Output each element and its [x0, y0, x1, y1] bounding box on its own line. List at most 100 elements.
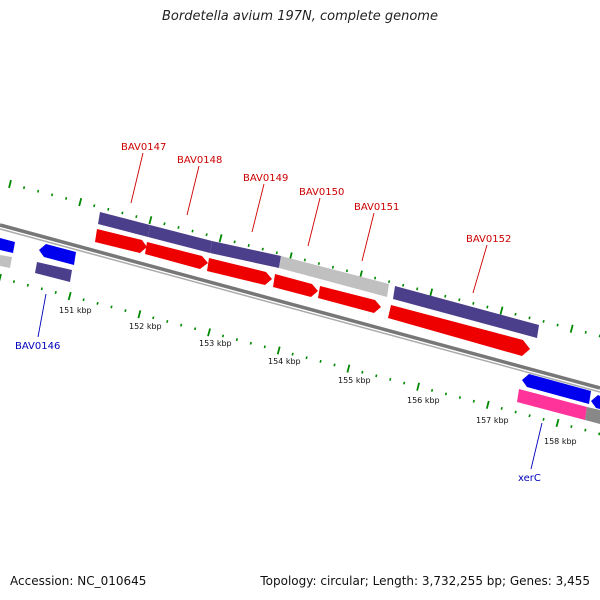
gene-bar-right-edge[interactable]: [585, 407, 600, 424]
cds-arrow-bav0151[interactable]: [318, 286, 381, 313]
gene-bar-xerc[interactable]: [517, 389, 587, 420]
leader-line-xerc: [530, 422, 543, 470]
cds-arrow-bav0149[interactable]: [207, 258, 272, 285]
minor-tick: [403, 381, 406, 385]
genome-summary-text: Topology: circular; Length: 3,732,255 bp…: [260, 574, 590, 588]
reverse-arrow-right[interactable]: [591, 395, 600, 409]
minor-tick: [305, 356, 308, 360]
minor-tick: [472, 399, 475, 403]
gene-label-bav0148[interactable]: BAV0148: [177, 155, 222, 166]
kbp-label-157: 157 kbp: [476, 416, 509, 425]
gene-bar-bav0148[interactable]: [148, 225, 212, 253]
minor-tick: [233, 240, 236, 244]
minor-tick: [389, 377, 392, 381]
cds-arrow-bav0150[interactable]: [273, 274, 318, 297]
cds-arrow-bav0148[interactable]: [145, 242, 208, 269]
minor-tick: [375, 374, 378, 378]
reverse-arrow-bav0146[interactable]: [39, 244, 76, 265]
gene-bar-bav0147[interactable]: [98, 212, 150, 237]
minor-tick: [570, 425, 573, 428]
gene-label-bav0149[interactable]: BAV0149: [243, 173, 288, 184]
kbp-label-155: 155 kbp: [338, 376, 371, 385]
gene-bar-bav0152[interactable]: [393, 286, 539, 338]
gene-bar-bav0149[interactable]: [210, 241, 281, 268]
reverse-arrow-left[interactable]: [0, 238, 15, 253]
minor-tick: [500, 407, 503, 410]
minor-tick: [107, 207, 110, 211]
accession-text: Accession: NC_010645: [10, 574, 147, 588]
minor-tick: [317, 262, 320, 265]
minor-tick: [319, 359, 322, 363]
genome-backbone: [0, 223, 600, 393]
gene-label-xerc[interactable]: xerC: [518, 473, 541, 484]
major-tick: [67, 291, 72, 301]
minor-tick: [247, 244, 250, 247]
minor-tick: [235, 338, 239, 342]
minor-tick: [82, 298, 85, 302]
gene-bar-bav0146[interactable]: [35, 262, 72, 282]
gene-label-bav0147[interactable]: BAV0147: [121, 142, 166, 153]
cds-arrow-bav0152[interactable]: [388, 305, 530, 356]
minor-tick: [556, 323, 559, 327]
minor-tick: [416, 287, 419, 291]
major-tick: [485, 400, 490, 409]
leader-line-bav0149: [251, 183, 265, 233]
minor-tick: [361, 370, 364, 374]
minor-tick: [402, 283, 405, 287]
major-tick: [429, 288, 434, 297]
major-tick: [8, 179, 12, 189]
leader-line-bav0150: [307, 197, 321, 247]
minor-tick: [166, 319, 169, 323]
kbp-label-156: 156 kbp: [407, 396, 440, 405]
minor-tick: [444, 392, 448, 396]
bottom-gene-labels: BAV0146 xerC: [15, 293, 543, 484]
minor-tick: [444, 294, 447, 298]
major-tick: [569, 324, 574, 333]
minor-tick: [598, 432, 600, 436]
minor-tick: [331, 265, 335, 269]
gene-label-bav0152[interactable]: BAV0152: [466, 234, 511, 245]
minor-tick: [458, 396, 461, 399]
minor-tick: [514, 410, 517, 414]
major-tick: [555, 418, 560, 428]
minor-tick: [221, 334, 225, 338]
minor-tick: [26, 283, 29, 287]
minor-tick: [124, 309, 127, 313]
inner-tick-ring: [0, 273, 600, 436]
gene-bar-bav0150[interactable]: [279, 256, 389, 297]
leader-line-bav0146: [37, 293, 47, 338]
minor-tick: [22, 186, 26, 190]
minor-tick: [93, 204, 96, 208]
kbp-label-158: 158 kbp: [544, 437, 577, 446]
cds-arrow-bav0147[interactable]: [95, 229, 147, 253]
minor-tick: [180, 323, 183, 327]
minor-tick: [152, 316, 155, 320]
kbp-tick-labels: 151 kbp 152 kbp 153 kbp 154 kbp 155 kbp …: [59, 306, 577, 446]
major-tick: [346, 364, 351, 373]
minor-tick: [263, 345, 266, 349]
reverse-arrow-xerc[interactable]: [522, 374, 591, 404]
major-tick: [207, 328, 211, 337]
minor-tick: [430, 388, 434, 392]
minor-tick: [12, 280, 16, 284]
gene-label-bav0151[interactable]: BAV0151: [354, 202, 399, 213]
leader-line-bav0151: [361, 212, 375, 262]
gene-label-bav0150[interactable]: BAV0150: [299, 187, 344, 198]
minor-tick: [388, 280, 391, 284]
gene-label-bav0146[interactable]: BAV0146: [15, 341, 60, 352]
minor-tick: [291, 352, 294, 356]
minor-tick: [584, 428, 587, 432]
major-tick: [148, 216, 153, 225]
minor-tick: [51, 193, 54, 197]
major-tick: [499, 306, 504, 315]
major-tick: [0, 273, 2, 282]
major-tick: [78, 197, 83, 207]
minor-tick: [37, 189, 40, 193]
gene-bar-left-edge[interactable]: [0, 255, 12, 268]
reverse-cds-track: [0, 238, 600, 409]
minor-tick: [486, 305, 489, 309]
major-tick: [416, 382, 420, 391]
kbp-label-151: 151 kbp: [59, 306, 92, 315]
minor-tick: [458, 298, 461, 302]
leader-line-bav0152: [472, 244, 488, 294]
